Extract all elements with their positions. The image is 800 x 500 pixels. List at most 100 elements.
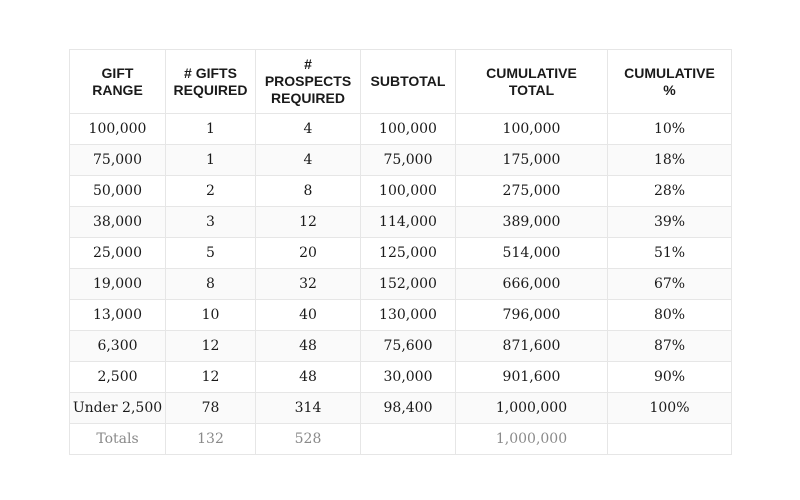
cell-gifts-required: 5 xyxy=(165,237,256,269)
totals-cumulative-total: 1,000,000 xyxy=(455,423,608,455)
cell-cumulative-total: 275,000 xyxy=(455,175,608,207)
totals-gifts: 132 xyxy=(165,423,256,455)
cell-cumulative-percent: 18% xyxy=(607,144,732,176)
cell-gifts-required: 1 xyxy=(165,144,256,176)
cell-gift-range: 25,000 xyxy=(69,237,166,269)
table-row: 19,000 8 32 152,000 666,000 67% xyxy=(69,268,732,300)
table-row: 75,000 1 4 75,000 175,000 18% xyxy=(69,144,732,176)
cell-gifts-required: 12 xyxy=(165,330,256,362)
cell-gifts-required: 3 xyxy=(165,206,256,238)
header-line: SUBTOTAL xyxy=(370,73,446,89)
header-line: # xyxy=(304,56,312,72)
cell-prospects-required: 32 xyxy=(255,268,361,300)
table-row: 25,000 5 20 125,000 514,000 51% xyxy=(69,237,732,269)
cell-prospects-required: 8 xyxy=(255,175,361,207)
cell-cumulative-total: 175,000 xyxy=(455,144,608,176)
totals-prospects: 528 xyxy=(255,423,361,455)
header-line: # GIFTS xyxy=(184,64,237,81)
totals-cumulative-percent xyxy=(607,423,732,455)
cell-cumulative-total: 1,000,000 xyxy=(455,392,608,424)
cell-subtotal: 100,000 xyxy=(360,113,456,145)
header-line: RANGE xyxy=(92,81,143,98)
cell-gift-range: Under 2,500 xyxy=(69,392,166,424)
cell-prospects-required: 4 xyxy=(255,113,361,145)
header-row: GIFT RANGE # GIFTS REQUIRED # PROSPECTS … xyxy=(69,49,732,114)
cell-prospects-required: 314 xyxy=(255,392,361,424)
cell-subtotal: 75,000 xyxy=(360,144,456,176)
header-cumulative-percent: CUMULATIVE % xyxy=(607,49,732,114)
cell-prospects-required: 40 xyxy=(255,299,361,331)
cell-cumulative-total: 100,000 xyxy=(455,113,608,145)
header-gifts-required: # GIFTS REQUIRED xyxy=(165,49,256,114)
cell-cumulative-percent: 39% xyxy=(607,206,732,238)
header-line: GIFT xyxy=(101,64,134,81)
header-line: CUMULATIVE xyxy=(486,64,577,81)
header-line: CUMULATIVE xyxy=(624,64,715,81)
cell-gift-range: 38,000 xyxy=(69,206,166,238)
table-header: GIFT RANGE # GIFTS REQUIRED # PROSPECTS … xyxy=(69,49,732,114)
table-row: 6,300 12 48 75,600 871,600 87% xyxy=(69,330,732,362)
cell-subtotal: 30,000 xyxy=(360,361,456,393)
table-body: 100,000 1 4 100,000 100,000 10% 75,000 1 4 75,000… xyxy=(69,113,732,424)
header-cumulative-total: CUMULATIVE TOTAL xyxy=(455,49,608,114)
cell-cumulative-percent: 90% xyxy=(607,361,732,393)
cell-gift-range: 75,000 xyxy=(69,144,166,176)
totals-row: Totals 132 528 1,000,000 xyxy=(69,423,732,455)
cell-cumulative-total: 901,600 xyxy=(455,361,608,393)
cell-cumulative-percent: 87% xyxy=(607,330,732,362)
cell-subtotal: 125,000 xyxy=(360,237,456,269)
cell-prospects-required: 20 xyxy=(255,237,361,269)
cell-gifts-required: 78 xyxy=(165,392,256,424)
cell-subtotal: 152,000 xyxy=(360,268,456,300)
table-row: 100,000 1 4 100,000 100,000 10% xyxy=(69,113,732,145)
cell-gifts-required: 1 xyxy=(165,113,256,145)
cell-gifts-required: 2 xyxy=(165,175,256,207)
cell-cumulative-percent: 100% xyxy=(607,392,732,424)
cell-gift-range: 13,000 xyxy=(69,299,166,331)
totals-label: Totals xyxy=(69,423,166,455)
cell-prospects-required: 4 xyxy=(255,144,361,176)
table-row: 50,000 2 8 100,000 275,000 28% xyxy=(69,175,732,207)
header-prospects-required: # PROSPECTS REQUIRED xyxy=(255,49,361,114)
cell-cumulative-total: 871,600 xyxy=(455,330,608,362)
table-row: Under 2,500 78 314 98,400 1,000,000 100% xyxy=(69,392,732,424)
cell-cumulative-total: 666,000 xyxy=(455,268,608,300)
cell-subtotal: 75,600 xyxy=(360,330,456,362)
cell-cumulative-total: 389,000 xyxy=(455,206,608,238)
table-row: 38,000 3 12 114,000 389,000 39% xyxy=(69,206,732,238)
cell-gift-range: 100,000 xyxy=(69,113,166,145)
cell-subtotal: 130,000 xyxy=(360,299,456,331)
cell-gifts-required: 12 xyxy=(165,361,256,393)
table-row: 2,500 12 48 30,000 901,600 90% xyxy=(69,361,732,393)
table-row: 13,000 10 40 130,000 796,000 80% xyxy=(69,299,732,331)
header-subtotal: SUBTOTAL xyxy=(360,49,456,114)
cell-cumulative-percent: 28% xyxy=(607,175,732,207)
cell-cumulative-percent: 67% xyxy=(607,268,732,300)
cell-cumulative-total: 514,000 xyxy=(455,237,608,269)
header-line: TOTAL xyxy=(508,81,555,98)
cell-cumulative-total: 796,000 xyxy=(455,299,608,331)
cell-gifts-required: 8 xyxy=(165,268,256,300)
cell-cumulative-percent: 80% xyxy=(607,299,732,331)
cell-prospects-required: 48 xyxy=(255,361,361,393)
gift-range-table: GIFT RANGE # GIFTS REQUIRED # PROSPECTS … xyxy=(69,49,732,455)
cell-gift-range: 19,000 xyxy=(69,268,166,300)
cell-gifts-required: 10 xyxy=(165,299,256,331)
table-footer: Totals 132 528 1,000,000 xyxy=(69,423,732,455)
totals-subtotal xyxy=(360,423,456,455)
cell-subtotal: 98,400 xyxy=(360,392,456,424)
header-line: % xyxy=(663,81,676,98)
cell-cumulative-percent: 51% xyxy=(607,237,732,269)
cell-subtotal: 100,000 xyxy=(360,175,456,207)
cell-gift-range: 2,500 xyxy=(69,361,166,393)
header-line: PROSPECTS xyxy=(264,73,352,89)
cell-prospects-required: 48 xyxy=(255,330,361,362)
cell-gift-range: 50,000 xyxy=(69,175,166,207)
header-line: REQUIRED xyxy=(271,90,345,106)
header-gift-range: GIFT RANGE xyxy=(69,49,166,114)
header-line: REQUIRED xyxy=(173,81,248,98)
cell-subtotal: 114,000 xyxy=(360,206,456,238)
cell-prospects-required: 12 xyxy=(255,206,361,238)
cell-gift-range: 6,300 xyxy=(69,330,166,362)
cell-cumulative-percent: 10% xyxy=(607,113,732,145)
